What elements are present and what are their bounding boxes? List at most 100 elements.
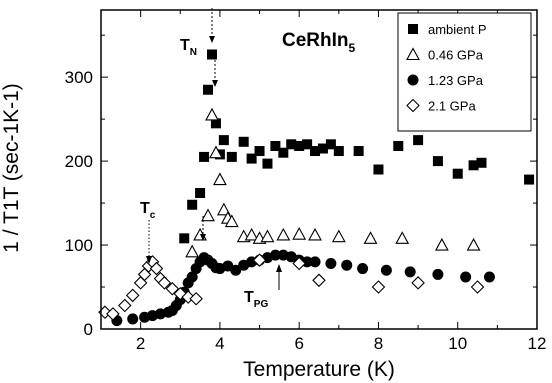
data-point bbox=[357, 263, 369, 275]
data-point bbox=[206, 49, 217, 60]
data-point bbox=[254, 146, 265, 157]
chart-title-main: CeRhIn bbox=[282, 30, 349, 51]
data-point bbox=[205, 107, 219, 121]
data-point bbox=[292, 256, 306, 271]
legend-box bbox=[397, 12, 532, 132]
annotation-tpg: TPG bbox=[244, 289, 268, 310]
y-tick-label: 0 bbox=[84, 320, 93, 339]
data-point bbox=[317, 143, 328, 154]
data-point bbox=[468, 160, 479, 171]
data-point bbox=[165, 281, 180, 296]
data-point bbox=[185, 244, 200, 258]
data-point bbox=[333, 146, 344, 157]
data-point bbox=[269, 249, 281, 261]
x-axis-title: Temperature (K) bbox=[243, 358, 395, 381]
y-axis-title: 1 / T1T (sec-1K-1) bbox=[0, 83, 23, 253]
chart-title-subscript: 5 bbox=[349, 41, 356, 55]
data-point bbox=[432, 156, 443, 167]
legend-label: 0.46 GPa bbox=[428, 48, 484, 63]
data-point bbox=[106, 307, 120, 321]
data-point bbox=[460, 271, 472, 283]
data-point bbox=[371, 280, 386, 294]
data-point bbox=[226, 151, 237, 162]
data-point bbox=[353, 146, 364, 157]
legend-marker bbox=[406, 98, 420, 113]
data-point bbox=[252, 253, 267, 267]
data-point bbox=[466, 237, 481, 251]
data-point bbox=[331, 229, 346, 243]
data-point bbox=[524, 174, 535, 185]
x-tick-label: 2 bbox=[136, 334, 145, 353]
data-point bbox=[187, 199, 198, 210]
data-point bbox=[260, 229, 275, 243]
data-point bbox=[286, 139, 297, 150]
data-point bbox=[413, 135, 424, 146]
data-point bbox=[212, 172, 227, 186]
legend-marker bbox=[406, 47, 420, 61]
data-point bbox=[483, 271, 495, 283]
data-point bbox=[404, 266, 416, 278]
data-point bbox=[432, 268, 444, 280]
y-tick-label: 100 bbox=[65, 236, 93, 255]
data-point bbox=[218, 135, 229, 146]
data-point bbox=[310, 146, 321, 157]
data-point bbox=[244, 227, 259, 241]
tpg-arrow-head bbox=[276, 264, 282, 272]
chart-marks bbox=[98, 49, 535, 327]
data-point bbox=[470, 280, 485, 294]
data-point bbox=[309, 256, 321, 268]
annotation-tc: Tc bbox=[140, 200, 156, 221]
legend-label: 1.23 GPa bbox=[428, 73, 484, 88]
data-point bbox=[230, 264, 242, 276]
axis-ticks: 2 4 6 8 10 12 0 100 200 300 bbox=[65, 10, 547, 353]
data-point bbox=[312, 273, 326, 288]
series-0 bbox=[179, 49, 535, 244]
x-tick-label: 6 bbox=[294, 334, 303, 353]
x-tick-label: 4 bbox=[215, 334, 224, 353]
data-point bbox=[262, 158, 273, 169]
data-point bbox=[395, 231, 410, 244]
data-point bbox=[203, 84, 214, 95]
data-point bbox=[308, 227, 322, 241]
data-point bbox=[195, 188, 206, 199]
data-point bbox=[201, 208, 215, 222]
data-point bbox=[246, 153, 257, 164]
x-tick-label: 8 bbox=[374, 334, 383, 353]
legend-label: 2.1 GPa bbox=[428, 99, 476, 114]
data-point bbox=[411, 276, 425, 290]
data-point bbox=[393, 140, 404, 151]
legend-label: ambient P bbox=[428, 22, 487, 37]
data-point bbox=[294, 140, 305, 151]
data-point bbox=[270, 140, 281, 151]
data-point bbox=[292, 226, 307, 240]
chart-title: CeRhIn5 bbox=[282, 30, 356, 55]
legend-marker bbox=[408, 24, 418, 34]
data-point bbox=[452, 168, 463, 179]
x-tick-label: 10 bbox=[448, 334, 467, 353]
data-point bbox=[380, 264, 392, 276]
data-point bbox=[179, 233, 190, 244]
data-point bbox=[476, 157, 487, 168]
series-3 bbox=[98, 253, 485, 321]
data-point bbox=[373, 164, 384, 175]
data-point bbox=[118, 298, 132, 313]
data-point bbox=[127, 313, 139, 325]
mid-arrow-head bbox=[200, 234, 206, 241]
data-point bbox=[210, 118, 221, 129]
tc-arrow-head bbox=[146, 256, 152, 264]
data-point bbox=[341, 259, 353, 271]
data-point bbox=[302, 139, 313, 150]
data-point bbox=[434, 237, 449, 251]
tn-arrow-head bbox=[209, 36, 215, 43]
data-point bbox=[149, 261, 164, 276]
data-point bbox=[224, 214, 239, 228]
series-2 bbox=[111, 249, 495, 327]
data-point bbox=[189, 292, 203, 306]
y-tick-label: 200 bbox=[65, 152, 93, 171]
data-point bbox=[157, 276, 172, 290]
data-point bbox=[278, 147, 289, 158]
tn-arrow-head-2 bbox=[212, 80, 218, 87]
data-point bbox=[216, 202, 231, 216]
x-tick-label: 12 bbox=[528, 334, 547, 353]
